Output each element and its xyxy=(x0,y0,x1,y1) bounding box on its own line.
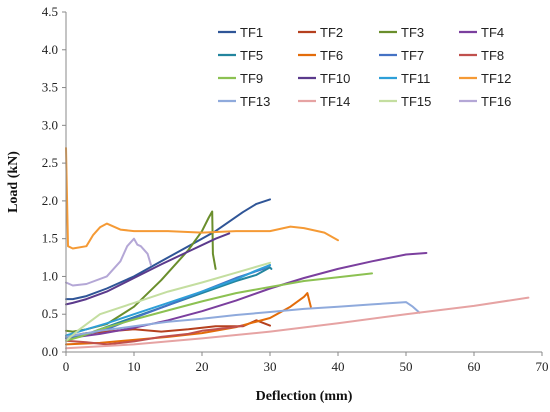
series-layer xyxy=(65,147,530,350)
x-axis-title: Deflection (mm) xyxy=(256,389,353,404)
legend-label-tf11: TF11 xyxy=(401,71,430,86)
y-tick-label: 0.0 xyxy=(42,344,58,359)
y-tick-label: 4.0 xyxy=(42,42,58,57)
series-line-tf11 xyxy=(65,264,271,337)
x-tick-label: 30 xyxy=(264,359,277,374)
series-line-tf14 xyxy=(65,296,530,350)
y-tick-label: 2.5 xyxy=(42,155,58,170)
series-line-tf10 xyxy=(65,232,231,306)
x-tick-label: 0 xyxy=(63,359,70,374)
legend-label-tf13: TF13 xyxy=(240,94,270,109)
series-line-tf1 xyxy=(65,198,271,301)
legend-label-tf9: TF9 xyxy=(240,71,263,86)
legend-label-tf16: TF16 xyxy=(481,94,511,109)
y-tick-label: 1.0 xyxy=(42,268,58,283)
series-line-tf4 xyxy=(65,252,428,340)
legend-label-tf15: TF15 xyxy=(401,94,431,109)
series-line-tf8 xyxy=(65,324,244,346)
y-axis-title: Load (kN) xyxy=(6,151,21,213)
x-tick-label: 40 xyxy=(332,359,345,374)
x-tick-label: 50 xyxy=(400,359,413,374)
series-line-tf15 xyxy=(65,261,271,342)
axes-layer: 0.0 0.5 1.0 1.5 2.0 2.5 3.0 3.5 4.0 4.5 0 10 20 30 40 5… xyxy=(42,4,549,374)
series-line-tf13 xyxy=(65,301,421,338)
x-tick-label: 20 xyxy=(196,359,209,374)
y-tick-label: 0.5 xyxy=(42,306,58,321)
x-tick-label: 60 xyxy=(468,359,481,374)
legend-label-tf1: TF1 xyxy=(240,25,263,40)
series-line-tf16 xyxy=(65,237,152,287)
series-line-tf6 xyxy=(65,292,312,346)
y-tick-label: 3.0 xyxy=(42,117,58,132)
legend-label-tf12: TF12 xyxy=(481,71,511,86)
legend-label-tf3: TF3 xyxy=(401,25,424,40)
legend-label-tf10: TF10 xyxy=(320,71,350,86)
y-tick-label: 3.5 xyxy=(42,80,58,95)
y-tick-label: 2.0 xyxy=(42,193,58,208)
legend-label-tf6: TF6 xyxy=(320,48,343,63)
legend-label-tf5: TF5 xyxy=(240,48,263,63)
legend-label-tf8: TF8 xyxy=(481,48,504,63)
y-tick-label: 4.5 xyxy=(42,4,58,19)
legend: TF1 TF2 TF3 TF4 TF5 TF6 TF7 TF8 TF9 TF10 TF11 TF12 T… xyxy=(218,25,511,109)
x-tick-label: 70 xyxy=(536,359,549,374)
y-tick-label: 1.5 xyxy=(42,231,58,246)
legend-label-tf2: TF2 xyxy=(320,25,343,40)
x-tick-label: 10 xyxy=(128,359,141,374)
legend-label-tf4: TF4 xyxy=(481,25,504,40)
legend-label-tf7: TF7 xyxy=(401,48,424,63)
legend-label-tf14: TF14 xyxy=(320,94,350,109)
series-line-tf12 xyxy=(65,147,339,250)
